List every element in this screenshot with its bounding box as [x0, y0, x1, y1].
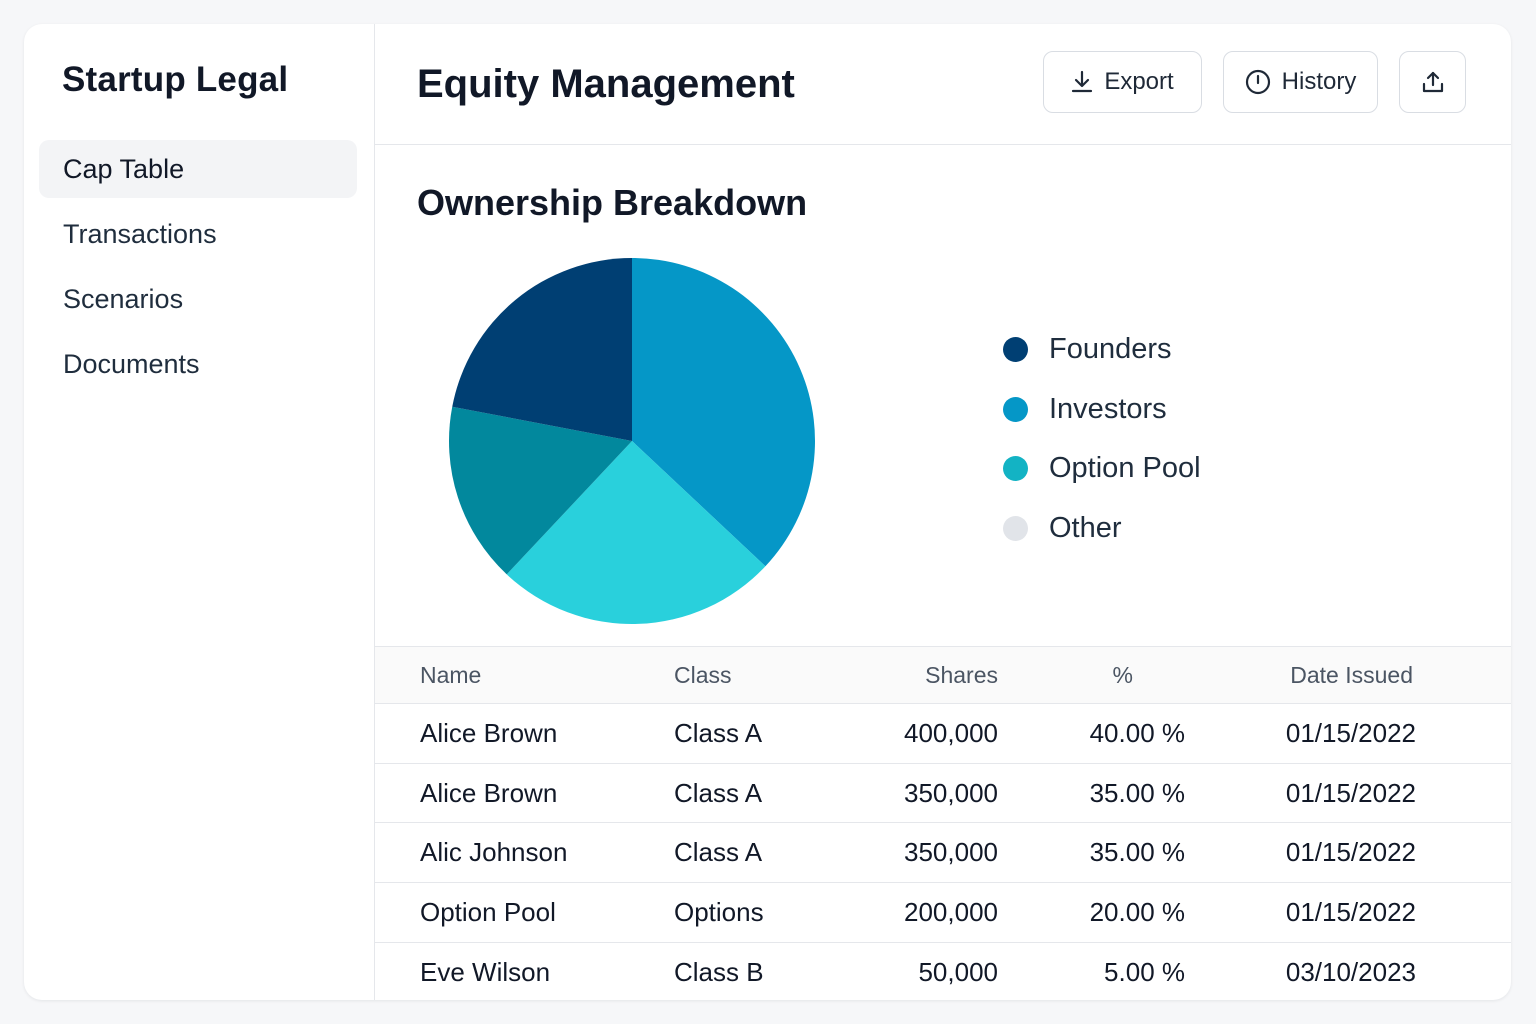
cell-date-issued: 03/10/2023 — [1285, 956, 1416, 987]
table-header-row: Name Class Shares % Date Issued — [375, 646, 1511, 704]
sidebar: Startup Legal Cap Table Transactions Sce… — [24, 24, 375, 1000]
sidebar-item-scenarios[interactable]: Scenarios — [39, 270, 357, 328]
clock-icon — [1245, 69, 1271, 95]
share-upload-icon — [1421, 70, 1445, 94]
legend-item: Other — [1003, 499, 1201, 559]
cap-table: Name Class Shares % Date Issued Alice Br… — [375, 646, 1511, 1000]
cell-percent: 35.00 % — [1089, 777, 1185, 808]
cell-percent: 20.00 % — [1089, 896, 1185, 927]
cell-percent: 35.00 % — [1089, 837, 1185, 868]
cell-shares: 350,000 — [904, 777, 998, 808]
pie-slice-other — [449, 406, 632, 575]
cell-date-issued: 01/15/2022 — [1285, 717, 1416, 748]
table-row[interactable]: Option Pool Options 200,000 20.00 % 01/15/20… — [375, 883, 1511, 943]
column-header-class[interactable]: Class — [674, 661, 732, 688]
legend-item: Option Pool — [1003, 439, 1201, 499]
cell-shares: 50,000 — [918, 956, 998, 987]
main-content: Equity Management Export History — [375, 24, 1511, 1000]
column-header-date-issued[interactable]: Date Issued — [1290, 661, 1413, 688]
cell-class: Class B — [674, 956, 764, 987]
ownership-pie-chart — [449, 258, 815, 624]
cell-class: Options — [674, 896, 764, 927]
sidebar-item-cap-table[interactable]: Cap Table — [39, 140, 357, 198]
export-label: Export — [1104, 68, 1174, 95]
cell-name: Alice Brown — [420, 777, 558, 808]
legend-item: Founders — [1003, 320, 1201, 380]
page-header: Equity Management Export History — [375, 24, 1511, 145]
legend-label: Option Pool — [1049, 452, 1201, 485]
column-header-shares[interactable]: Shares — [925, 661, 998, 688]
legend-swatch — [1003, 456, 1028, 482]
cell-date-issued: 01/15/2022 — [1285, 777, 1416, 808]
cell-shares: 400,000 — [904, 717, 998, 748]
sidebar-item-label: Transactions — [63, 218, 217, 249]
pie-slice-investors — [632, 258, 815, 567]
cell-name: Option Pool — [420, 896, 556, 927]
app-window: Startup Legal Cap Table Transactions Sce… — [24, 24, 1511, 1000]
column-header-percent[interactable]: % — [1112, 661, 1133, 688]
sidebar-nav: Cap Table Transactions Scenarios Documen… — [39, 140, 357, 400]
sidebar-item-transactions[interactable]: Transactions — [39, 205, 357, 263]
cell-date-issued: 01/15/2022 — [1285, 896, 1416, 927]
legend-label: Other — [1049, 511, 1122, 544]
table-row[interactable]: Alic Johnson Class A 350,000 35.00 % 01/15/2… — [375, 823, 1511, 884]
cell-class: Class A — [674, 777, 763, 808]
pie-slice-founders — [452, 258, 632, 441]
cell-percent: 40.00 % — [1089, 717, 1185, 748]
section-title: Ownership Breakdown — [417, 182, 808, 223]
brand-title: Startup Legal — [62, 60, 289, 99]
column-header-name[interactable]: Name — [420, 661, 482, 688]
cell-name: Eve Wilson — [420, 956, 551, 987]
sidebar-item-label: Documents — [63, 348, 200, 379]
legend-label: Investors — [1049, 392, 1167, 425]
table-body: Alice Brown Class A 400,000 40.00 % 01/15/20… — [375, 704, 1511, 1000]
cell-percent: 5.00 % — [1104, 956, 1185, 987]
legend-swatch — [1003, 337, 1028, 363]
sidebar-item-label: Scenarios — [63, 283, 184, 314]
history-button[interactable]: History — [1223, 51, 1378, 113]
cell-name: Alic Johnson — [420, 837, 568, 868]
cell-shares: 350,000 — [904, 837, 998, 868]
cell-class: Class A — [674, 837, 763, 868]
cell-shares: 200,000 — [904, 896, 998, 927]
cell-class: Class A — [674, 717, 763, 748]
history-label: History — [1281, 68, 1357, 95]
table-row[interactable]: Eve Wilson Class B 50,000 5.00 % 03/10/2023 — [375, 943, 1511, 1000]
cell-date-issued: 01/15/2022 — [1285, 837, 1416, 868]
share-button[interactable] — [1399, 51, 1466, 113]
legend-item: Investors — [1003, 380, 1201, 440]
legend-label: Founders — [1049, 333, 1172, 366]
cell-name: Alice Brown — [420, 717, 558, 748]
table-row[interactable]: Alice Brown Class A 350,000 35.00 % 01/15/20… — [375, 764, 1511, 824]
download-icon — [1071, 70, 1093, 94]
chart-legend: Founders Investors Option Pool Other — [1003, 320, 1201, 558]
legend-swatch — [1003, 396, 1028, 422]
export-button[interactable]: Export — [1043, 51, 1202, 113]
page-title: Equity Management — [417, 62, 795, 106]
pie-slice-option-pool — [506, 441, 766, 624]
legend-swatch — [1003, 515, 1028, 541]
sidebar-item-documents[interactable]: Documents — [39, 335, 357, 393]
sidebar-item-label: Cap Table — [63, 153, 185, 184]
table-row[interactable]: Alice Brown Class A 400,000 40.00 % 01/15/20… — [375, 704, 1511, 764]
